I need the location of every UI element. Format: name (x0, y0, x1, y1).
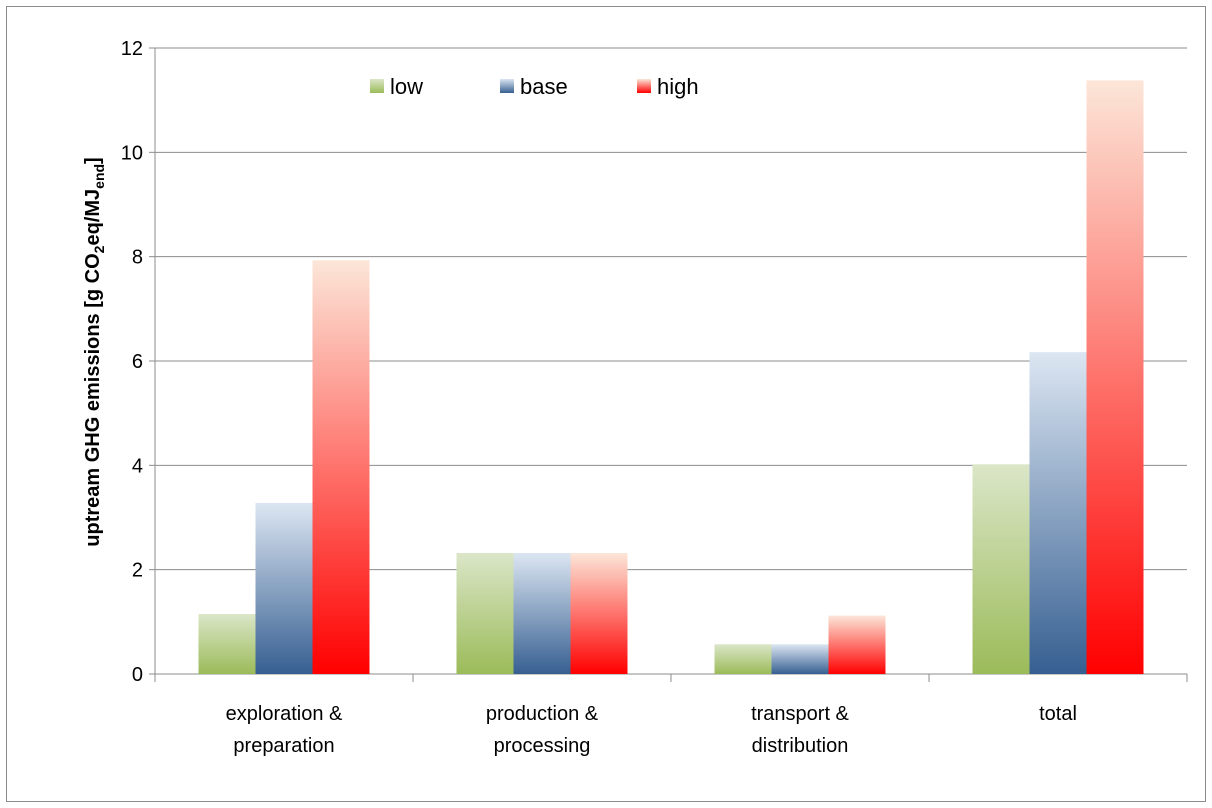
legend-swatch-low (370, 79, 384, 93)
bar-high (570, 552, 628, 674)
category-label: total (1039, 703, 1077, 725)
bar-base (255, 502, 313, 674)
category-label: production & (486, 703, 599, 725)
bar-low (456, 552, 514, 674)
category-label: preparation (233, 735, 334, 757)
category-labels: exploration & preparation production & proc… (226, 703, 1077, 757)
bar-low (714, 644, 772, 674)
y-tick-label: 10 (121, 142, 143, 164)
y-tick-label: 4 (132, 455, 143, 477)
y-tick-label: 0 (132, 664, 143, 686)
legend-swatch-base (500, 79, 514, 93)
chart-frame: 0 2 4 6 8 10 12 exploration & preparation produc… (6, 6, 1206, 802)
bar-low (198, 614, 256, 674)
category-label: distribution (752, 735, 849, 757)
category-label: transport & (751, 703, 849, 725)
bar-high (828, 615, 886, 674)
bar-high (1086, 80, 1144, 675)
bar-base (771, 644, 829, 674)
legend-label-base: base (520, 74, 568, 99)
bars (198, 80, 1144, 675)
bar-high (312, 260, 370, 674)
bar-base (513, 552, 571, 674)
category-label: processing (494, 735, 591, 757)
y-axis-label: uptream GHG emissions [g CO2eq/MJend] (82, 157, 107, 546)
y-tick-label: 8 (132, 247, 143, 269)
legend-label-low: low (390, 74, 423, 99)
y-tick-label: 12 (121, 38, 143, 60)
legend-label-high: high (657, 74, 699, 99)
y-tick-label: 2 (132, 560, 143, 582)
category-label: exploration & (226, 703, 343, 725)
bar-low (972, 464, 1030, 674)
y-tick-label: 6 (132, 351, 143, 373)
axes: 0 2 4 6 8 10 12 (121, 38, 1188, 686)
legend: low base high (370, 74, 699, 99)
bar-base (1029, 352, 1087, 674)
bar-chart: 0 2 4 6 8 10 12 exploration & preparation produc… (82, 38, 1188, 757)
legend-swatch-high (637, 79, 651, 93)
